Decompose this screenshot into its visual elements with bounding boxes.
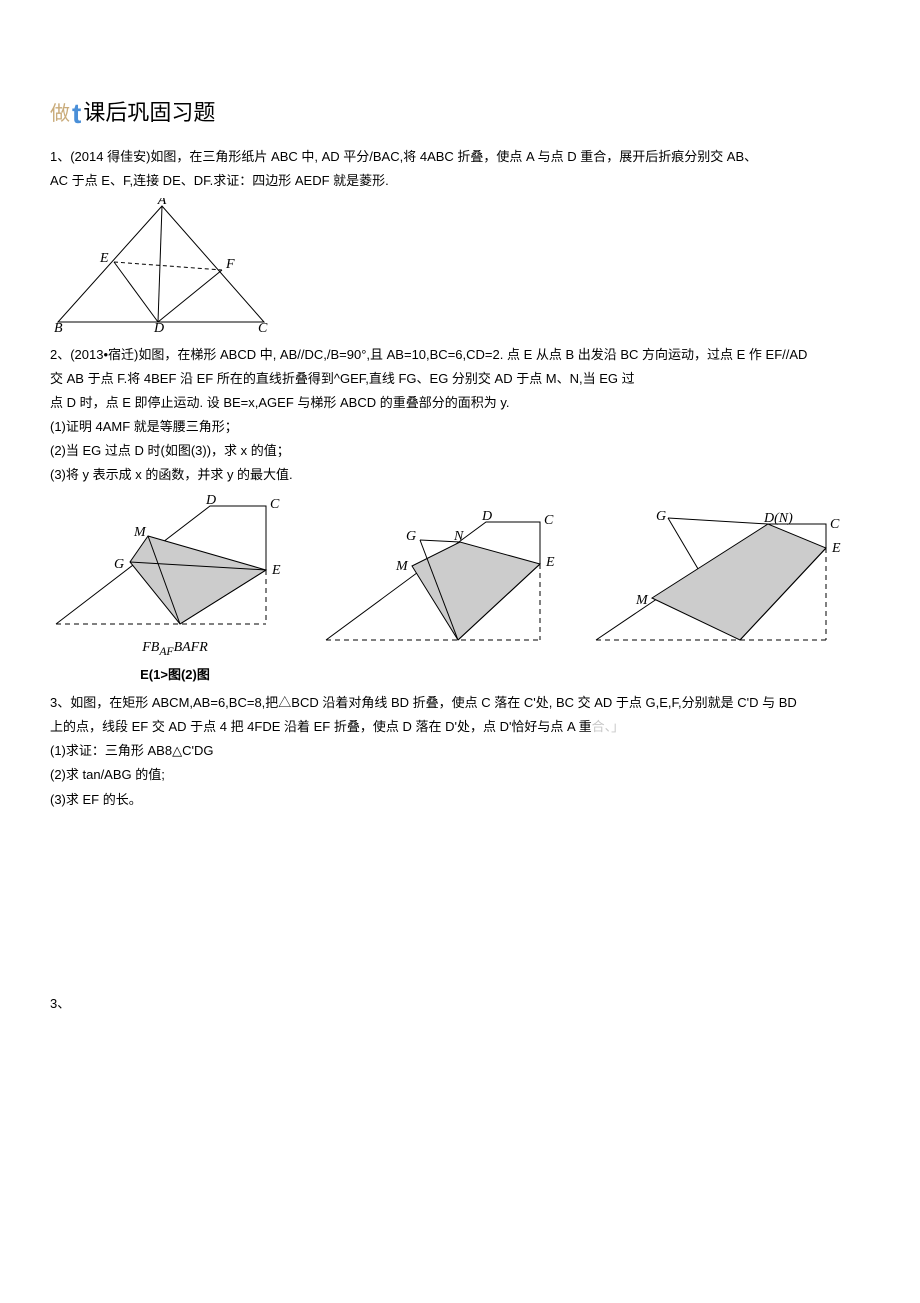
p2-sub2: (2)当 EG 过点 D 时(如图(3))，求 x 的值； (50, 440, 870, 462)
svg-text:C: C (270, 497, 280, 512)
svg-text:D(N): D(N) (763, 511, 793, 526)
svg-text:M: M (395, 559, 409, 574)
p2-fig1-caption: FBAFBAFR (142, 636, 208, 662)
p3-line2-gray2: 」 (611, 719, 624, 734)
title-main: 课后巩固习题 (83, 100, 215, 125)
p2-sub1: (1)证明 4AMF 就是等腰三角形； (50, 416, 870, 438)
p2-fig3: G D(N) C E M (590, 510, 860, 650)
svg-text:G: G (114, 557, 124, 572)
tail-text: 3、 (50, 993, 870, 1015)
p2-fig1: D C M G E FBAFBAFR E(1>图(2)图 (50, 494, 300, 686)
p1-line2: AC 于点 E、F,连接 DE、DF.求证：四边形 AEDF 就是菱形. (50, 170, 870, 192)
fig1-math1: FB (142, 640, 159, 655)
svg-text:B: B (54, 321, 63, 333)
svg-text:N: N (453, 529, 464, 544)
svg-text:E: E (545, 555, 555, 570)
p2-sub3: (3)将 y 表示成 x 的函数，并求 y 的最大值. (50, 464, 870, 486)
p3-line2: 上的点，线段 EF 交 AD 于点 4 把 4FDE 沿着 EF 折叠，使点 D… (50, 716, 870, 738)
svg-text:C: C (258, 321, 268, 333)
p3-sub2: (2)求 tan/ABG 的值; (50, 764, 870, 786)
blank-space (50, 813, 870, 993)
p2-figures-row: D C M G E FBAFBAFR E(1>图(2)图 (50, 494, 870, 686)
svg-text:G: G (406, 529, 416, 544)
title-prefix: 做 (50, 103, 70, 125)
p1-line1: 1、(2014 得佳安)如图，在三角形纸片 ABC 中, AD 平分/BAC,将… (50, 146, 870, 168)
p3-line1: 3、如图，在矩形 ABCM,AB=6,BC=8,把△BCD 沿着对角线 BD 折… (50, 692, 870, 714)
svg-text:C: C (544, 513, 554, 528)
p2-line2: 交 AB 于点 F.将 4BEF 沿 EF 所在的直线折叠得到^GEF,直线 F… (50, 368, 870, 390)
p1-figure: A B C D E F (50, 198, 870, 340)
p3-sub1: (1)求证：三角形 AB8△C'DG (50, 740, 870, 762)
p2-line1: 2、(2013•宿迁)如图，在梯形 ABCD 中, AB//DC,/B=90°,… (50, 344, 870, 366)
svg-text:D: D (481, 510, 492, 524)
svg-text:G: G (656, 510, 666, 524)
p2-line3: 点 D 时，点 E 即停止运动. 设 BE=x,AGEF 与梯形 ABCD 的重… (50, 392, 870, 414)
title-symbol: t (72, 98, 81, 129)
svg-text:E: E (99, 251, 109, 266)
p3-line2-gray1: 合、 (592, 719, 612, 734)
p3-sub3: (3)求 EF 的长。 (50, 789, 870, 811)
svg-text:D: D (153, 321, 164, 333)
svg-text:M: M (635, 593, 649, 608)
svg-text:F: F (225, 257, 235, 272)
fig1-sub: AF (159, 645, 173, 658)
svg-text:E: E (271, 563, 281, 578)
section-title: 做t课后巩固习题 (50, 90, 870, 138)
svg-text:A: A (157, 198, 167, 208)
svg-text:E: E (831, 541, 841, 556)
svg-text:M: M (133, 525, 147, 540)
p2-fig2: D C G N M E (320, 510, 570, 650)
p3-line2-plain: 上的点，线段 EF 交 AD 于点 4 把 4FDE 沿着 EF 折叠，使点 D… (50, 719, 592, 734)
svg-text:D: D (205, 494, 216, 508)
svg-text:C: C (830, 517, 840, 532)
fig1-math2: BAFR (174, 640, 208, 655)
p2-fig1-sublabel: E(1>图(2)图 (140, 664, 210, 686)
